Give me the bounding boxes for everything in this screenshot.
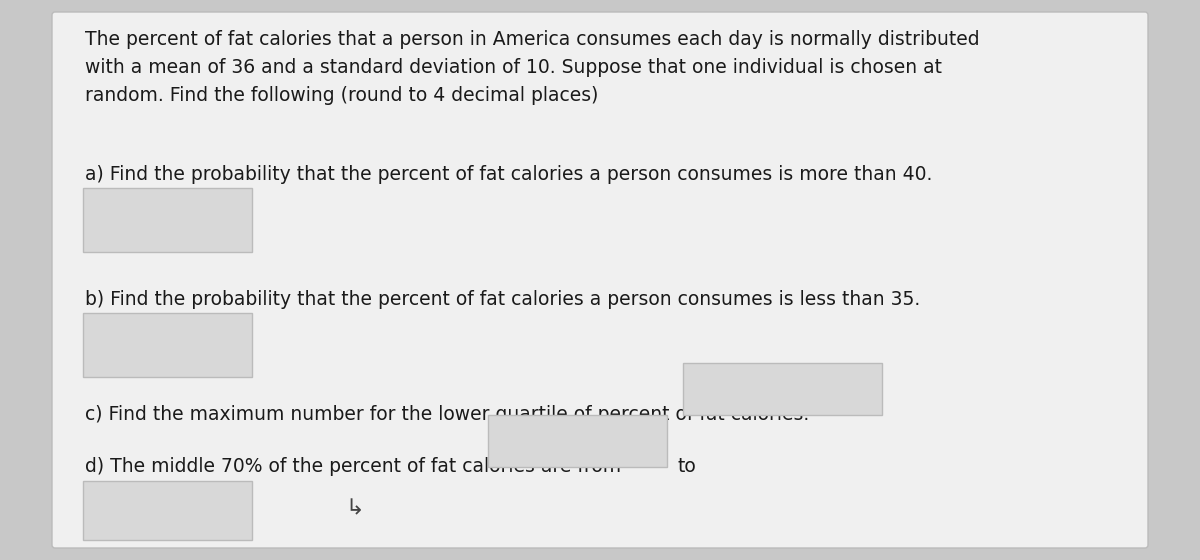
Text: to: to (677, 457, 696, 476)
FancyBboxPatch shape (83, 481, 252, 540)
FancyBboxPatch shape (52, 12, 1148, 548)
FancyBboxPatch shape (683, 363, 882, 415)
Text: b) Find the probability that the percent of fat calories a person consumes is le: b) Find the probability that the percent… (85, 290, 920, 309)
Text: c) Find the maximum number for the lower quartile of percent of fat calories.: c) Find the maximum number for the lower… (85, 405, 809, 424)
FancyBboxPatch shape (83, 313, 252, 377)
FancyBboxPatch shape (488, 415, 667, 467)
Text: The percent of fat calories that a person in America consumes each day is normal: The percent of fat calories that a perso… (85, 30, 979, 49)
Text: ↳: ↳ (346, 498, 365, 518)
Text: random. Find the following (round to 4 decimal places): random. Find the following (round to 4 d… (85, 86, 599, 105)
FancyBboxPatch shape (83, 188, 252, 252)
Text: a) Find the probability that the percent of fat calories a person consumes is mo: a) Find the probability that the percent… (85, 165, 932, 184)
Text: with a mean of 36 and a standard deviation of 10. Suppose that one individual is: with a mean of 36 and a standard deviati… (85, 58, 942, 77)
Text: d) The middle 70% of the percent of fat calories are from: d) The middle 70% of the percent of fat … (85, 457, 622, 476)
